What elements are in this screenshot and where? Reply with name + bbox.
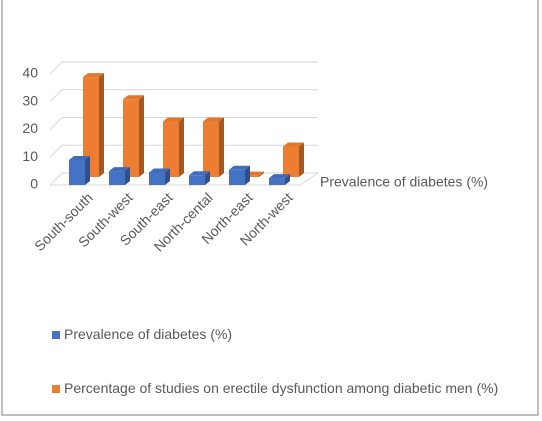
grid-line-side (49, 89, 63, 103)
bar (203, 121, 219, 177)
bar (149, 172, 165, 185)
bar-side (165, 168, 170, 185)
legend-label: Percentage of studies on erectile dysfun… (64, 380, 499, 396)
bar-side (139, 95, 144, 177)
y-tick-label: 10 (22, 148, 38, 164)
bar (69, 160, 85, 185)
bar-top (83, 73, 104, 78)
legend-swatch (52, 385, 60, 393)
legend-entry: Prevalence of diabetes (%) (52, 326, 522, 343)
bar-side (205, 171, 210, 185)
bar-top (229, 165, 250, 170)
bar-side (85, 156, 90, 185)
legend-swatch (52, 331, 60, 339)
bar (189, 175, 205, 185)
y-tick-label: 30 (22, 92, 38, 108)
bar-side (245, 165, 250, 185)
bar (229, 169, 245, 185)
bar-side (299, 142, 304, 177)
bar (83, 77, 99, 177)
bar-top (283, 142, 304, 147)
bar-side (99, 73, 104, 177)
grid-line-side (49, 144, 63, 158)
grid-line-side (49, 117, 63, 130)
floor (50, 172, 319, 186)
legend-entry: Percentage of studies on erectile dysfun… (52, 380, 522, 397)
bar-side (219, 117, 224, 177)
bar-side (179, 117, 184, 177)
y-tick-label: 40 (22, 65, 38, 81)
bar-side (125, 167, 130, 185)
bar (283, 146, 299, 177)
bar (269, 178, 285, 185)
bar (163, 121, 179, 177)
bar (123, 99, 139, 177)
bar-top (269, 174, 290, 179)
legend-label: Prevalence of diabetes (%) (64, 326, 233, 342)
bar-top (189, 171, 210, 176)
y-tick-label: 20 (22, 120, 38, 136)
bar-top (149, 168, 170, 173)
bar (109, 171, 125, 185)
grid-line-side (49, 172, 63, 186)
depth-axis-label: Prevalence of diabetes (%) (320, 174, 488, 190)
grid-line-side (49, 61, 63, 75)
bar-top (109, 167, 130, 172)
bar-side (259, 171, 264, 177)
y-tick-label: 0 (30, 176, 38, 192)
bar-side (285, 174, 290, 185)
bar-top (163, 117, 184, 122)
bar-top (123, 95, 144, 100)
bar-top (203, 117, 224, 122)
bar (243, 175, 259, 177)
bar-top (69, 156, 90, 161)
